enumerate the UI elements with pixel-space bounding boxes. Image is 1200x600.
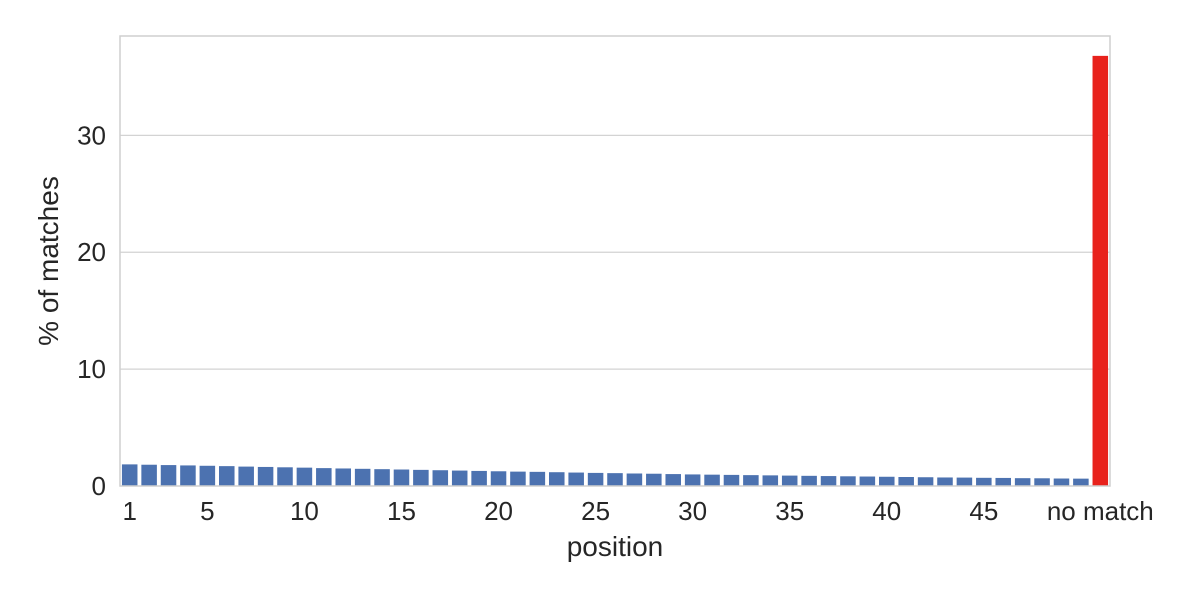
bar-32 [723,474,740,486]
bar-18 [451,470,468,486]
bar-15 [393,469,410,486]
bar-no-match [1092,55,1109,487]
bar-7 [238,466,254,486]
bar-12 [335,468,351,486]
bar-19 [471,470,487,486]
bar-29 [665,474,681,486]
bar-9 [277,467,293,486]
bar-27 [626,473,643,486]
x-tick-label-25: 25 [581,496,610,526]
bar-46 [995,477,1011,486]
bar-38 [840,476,856,486]
x-tick-label-1: 1 [122,496,136,526]
bar-28 [646,473,662,486]
bar-4 [180,465,196,486]
bar-16 [413,469,429,486]
x-axis-title: position [567,531,664,562]
x-tick-label-45: 45 [969,496,998,526]
bar-33 [743,475,759,486]
y-axis-title: % of matches [33,176,64,346]
bar-3 [160,465,177,486]
x-tick-label-40: 40 [872,496,901,526]
bar-42 [917,477,934,486]
x-tick-label-35: 35 [775,496,804,526]
bar-35 [781,475,798,486]
bar-10 [296,467,313,486]
bar-17 [432,470,449,486]
x-tick-label-no-match: no match [1047,496,1154,526]
bar-11 [316,468,332,486]
bar-30 [684,474,701,486]
bar-50 [1073,478,1089,486]
x-tick-label-5: 5 [200,496,214,526]
bar-20 [490,471,507,486]
bar-49 [1053,478,1070,486]
bar-13 [354,468,371,486]
bar-44 [956,477,973,486]
bar-34 [762,475,779,486]
x-tick-label-10: 10 [290,496,319,526]
bar-43 [937,477,953,486]
plot-frame [119,35,1111,487]
bar-8 [257,466,274,486]
bar-2 [141,464,157,486]
grid-layer [120,134,1110,370]
bar-40 [879,476,895,486]
bars-layer [121,55,1109,487]
bar-23 [549,472,565,486]
bar-47 [1014,478,1031,486]
bar-31 [704,474,720,486]
bar-37 [820,476,837,486]
bar-21 [510,471,526,486]
x-tick-label-30: 30 [678,496,707,526]
bar-6 [219,466,235,486]
bar-41 [898,477,914,486]
bar-14 [374,469,390,486]
bar-5 [199,465,216,486]
y-tick-label-0: 0 [92,471,106,501]
y-tick-label-2: 20 [77,237,106,267]
bar-24 [568,472,584,486]
x-tick-label-20: 20 [484,496,513,526]
bar-1 [121,464,138,486]
bar-36 [801,475,817,486]
y-tick-labels: 0 10 20 30 [77,120,106,501]
x-tick-label-15: 15 [387,496,416,526]
bar-45 [976,477,992,486]
bar-26 [607,473,623,486]
x-tick-labels: 1 5 10 15 20 25 30 35 40 45 no match [122,496,1153,526]
bar-48 [1034,478,1050,486]
bar-22 [529,471,546,486]
y-tick-label-1: 10 [77,354,106,384]
bar-25 [587,472,604,486]
y-tick-label-3: 30 [77,120,106,150]
bar-39 [859,476,876,486]
